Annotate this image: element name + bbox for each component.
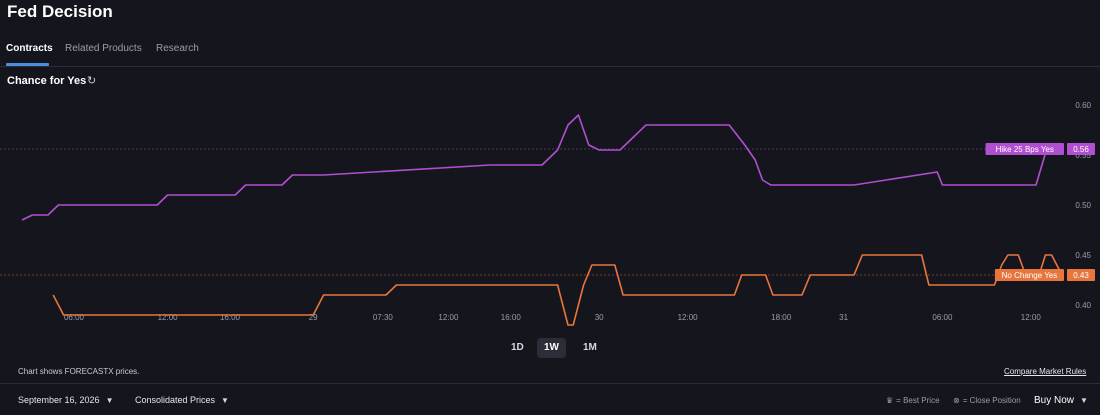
series-name-label: No Change Yes: [1002, 271, 1058, 280]
close-position-icon: ⊗: [953, 396, 960, 405]
tab-bar: Contracts Related Products Research: [0, 38, 1100, 67]
x-tick-label: 31: [839, 313, 848, 322]
chevron-down-icon: ▼: [221, 396, 229, 405]
pricing-selector-label: Consolidated Prices: [135, 395, 216, 405]
series-value-box: [1067, 143, 1095, 155]
series-name-label: Hike 25 Bps Yes: [996, 145, 1054, 154]
x-tick-label: 29: [309, 313, 318, 322]
series-name-box: [985, 143, 1064, 155]
x-tick-label: 30: [595, 313, 604, 322]
tab-research[interactable]: Research: [156, 43, 199, 54]
x-tick-label: 06:00: [932, 313, 953, 322]
series-value-box: [1067, 269, 1095, 281]
date-selector-label: September 16, 2026: [18, 395, 100, 405]
x-tick-label: 06:00: [64, 313, 85, 322]
tab-contracts[interactable]: Contracts: [6, 43, 53, 54]
x-tick-label: 16:00: [501, 313, 522, 322]
series-value-label: 0.43: [1073, 271, 1089, 280]
close-position-legend: ⊗ = Close Position: [953, 396, 1021, 405]
series-label: Hike 25 Bps Yes 0.56: [985, 143, 1095, 155]
y-tick-label: 0.45: [1075, 251, 1091, 260]
x-tick-label: 12:00: [678, 313, 699, 322]
refresh-icon[interactable]: ↻: [87, 75, 97, 87]
close-position-legend-label: = Close Position: [962, 396, 1021, 405]
x-tick-label: 12:00: [1021, 313, 1042, 322]
x-tick-label: 07:30: [373, 313, 394, 322]
series-line: [52, 254, 1063, 326]
series-line: [21, 114, 1063, 221]
y-tick-label: 0.40: [1075, 301, 1091, 310]
series-label: No Change Yes 0.43: [994, 269, 1095, 281]
footer-divider: [0, 383, 1100, 384]
chart-heading: Chance for Yes: [7, 75, 87, 87]
pricing-selector[interactable]: Consolidated Prices ▼: [135, 395, 229, 405]
compare-market-rules-link[interactable]: Compare Market Rules: [1004, 367, 1087, 376]
active-tab-indicator: [6, 63, 49, 66]
tab-related-products[interactable]: Related Products: [65, 43, 142, 54]
crown-icon: ♛: [886, 396, 894, 405]
x-tick-label: 12:00: [438, 313, 459, 322]
buy-now-dropdown[interactable]: Buy Now ▼: [1034, 395, 1088, 406]
price-chart: 0.60 0.55 0.50 0.45 0.40 06:00 12:00 16:00 29 07:…: [0, 101, 1095, 326]
buy-now-label: Buy Now: [1034, 395, 1075, 406]
best-price-legend-label: = Best Price: [896, 396, 940, 405]
y-tick-label: 0.60: [1075, 101, 1091, 110]
y-tick-label: 0.55: [1075, 151, 1091, 160]
chart-footnote: Chart shows FORECASTX prices.: [18, 367, 140, 376]
series-value-label: 0.56: [1073, 145, 1089, 154]
page-title: Fed Decision: [7, 2, 113, 21]
x-tick-label: 16:00: [220, 313, 241, 322]
chevron-down-icon: ▼: [1080, 396, 1088, 405]
range-1w-button[interactable]: 1W: [537, 338, 566, 358]
date-selector[interactable]: September 16, 2026 ▼: [18, 395, 113, 405]
range-1d-button[interactable]: 1D: [511, 342, 524, 353]
y-tick-label: 0.50: [1075, 201, 1091, 210]
x-tick-label: 18:00: [771, 313, 792, 322]
chevron-down-icon: ▼: [105, 396, 114, 405]
best-price-legend: ♛ = Best Price: [886, 396, 940, 405]
range-1m-button[interactable]: 1M: [583, 342, 597, 353]
series-name-box: [994, 269, 1064, 281]
x-tick-label: 12:00: [158, 313, 179, 322]
